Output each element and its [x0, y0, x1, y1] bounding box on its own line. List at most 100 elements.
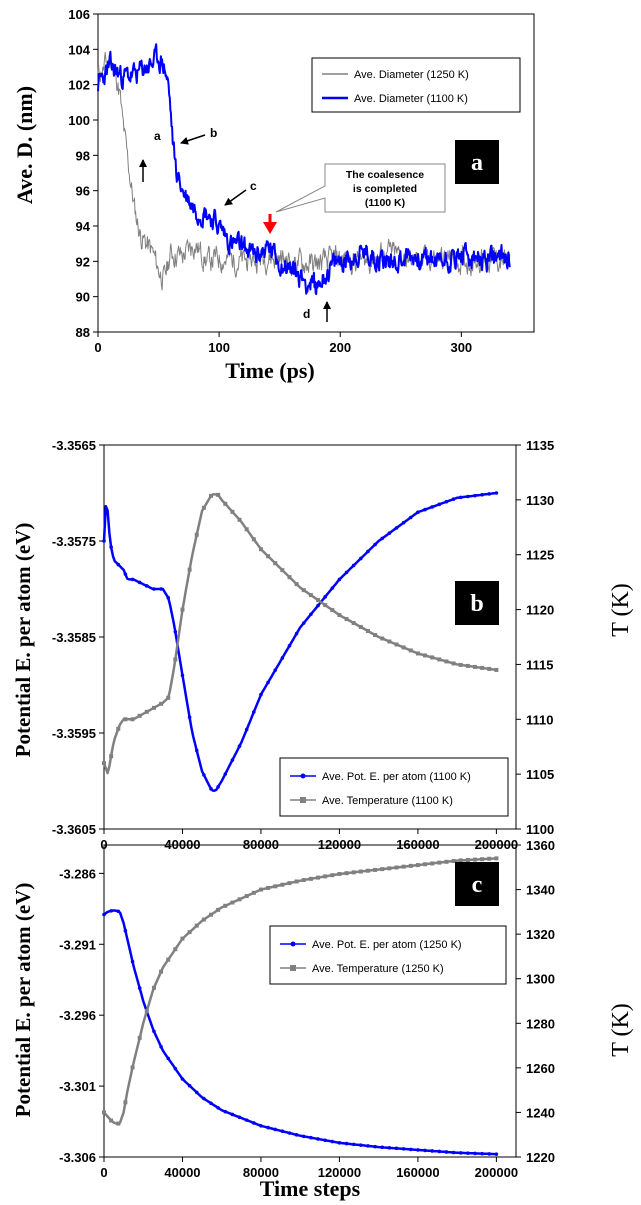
series-marker	[301, 621, 306, 625]
series-marker	[209, 1101, 213, 1106]
series-marker	[244, 527, 249, 532]
series-marker	[180, 936, 185, 941]
series-marker	[159, 1044, 163, 1049]
series-marker	[444, 499, 449, 504]
panel-b-label-box: b	[455, 581, 499, 625]
x-tick-label: 0	[94, 340, 101, 355]
series-marker	[151, 985, 156, 990]
series-marker	[387, 531, 392, 535]
panel-a-legend: Ave. Diameter (1250 K) Ave. Diameter (11…	[311, 57, 521, 113]
series-marker	[223, 1109, 228, 1114]
series-marker	[209, 787, 213, 791]
series-marker	[401, 645, 406, 650]
series-marker	[251, 890, 256, 895]
series-marker	[102, 761, 106, 766]
y-tick-label: -3.301	[59, 1079, 96, 1094]
series-marker	[480, 857, 485, 862]
legend-label-1100k-pot: Ave. Pot. E. per atom (1100 K)	[322, 771, 471, 783]
annotation-arrow-c	[224, 189, 247, 206]
panel-c-series	[102, 856, 499, 1156]
y2-tick-label: 1115	[526, 657, 554, 672]
series-marker	[344, 1141, 349, 1146]
series-marker	[223, 501, 228, 506]
y2-tick-label: 1260	[526, 1061, 555, 1076]
series-marker	[437, 657, 442, 662]
panel-a-plot-frame	[97, 13, 535, 333]
series-marker	[466, 494, 470, 499]
series-marker	[137, 713, 142, 718]
y-tick-label: 96	[76, 184, 90, 199]
series-marker	[394, 1146, 399, 1151]
series-marker	[173, 629, 178, 634]
series-marker	[273, 561, 278, 566]
legend-label-1100k-diameter: Ave. Diameter (1100 K)	[354, 93, 468, 105]
panel-b-series	[102, 491, 499, 792]
x-tick-label: 200	[329, 340, 351, 355]
series-marker	[109, 754, 114, 759]
y2-tick-label: 1135	[526, 438, 554, 453]
series-marker	[309, 612, 313, 617]
series-marker	[130, 959, 135, 964]
series-marker	[216, 492, 221, 497]
series-marker	[180, 673, 185, 678]
series-marker	[394, 526, 399, 530]
y2-tick-label: 1340	[526, 883, 555, 898]
panel-b-label: b	[470, 591, 483, 617]
series-marker	[230, 758, 235, 762]
series-marker	[465, 663, 470, 668]
series-marker	[380, 1145, 385, 1150]
series-marker	[330, 608, 335, 613]
series-marker	[301, 1134, 306, 1139]
series-marker	[259, 692, 263, 697]
y-tick-label: -3.3565	[52, 438, 96, 453]
series-marker	[180, 607, 185, 612]
series-marker	[416, 1148, 420, 1152]
series-marker	[451, 497, 456, 501]
series-marker	[423, 862, 428, 867]
series-marker	[330, 1139, 335, 1144]
series-marker	[266, 554, 271, 559]
series-marker	[423, 1148, 427, 1153]
x-tick-label: 80000	[243, 1165, 279, 1180]
series-marker	[387, 866, 392, 871]
series-marker	[373, 542, 377, 547]
series-marker	[294, 1133, 299, 1137]
y2-tick-label: 1220	[526, 1150, 555, 1165]
series-marker	[494, 856, 499, 861]
series-marker	[365, 629, 370, 634]
series-marker	[408, 515, 413, 520]
series-marker	[187, 715, 192, 720]
series-marker	[202, 1096, 206, 1101]
series-marker	[287, 881, 292, 886]
series-marker	[223, 903, 228, 908]
panel-c-legend: Ave. Pot. E. per atom (1250 K) Ave. Temp…	[269, 925, 507, 985]
series-marker	[294, 582, 299, 587]
y2-tick-label: 1360	[526, 838, 555, 853]
series-marker	[301, 878, 306, 883]
series-marker	[487, 492, 492, 496]
series-marker	[458, 858, 463, 863]
series-marker	[152, 1029, 156, 1034]
series-marker	[387, 639, 392, 644]
series-marker	[102, 1110, 106, 1115]
series-marker	[430, 1149, 434, 1153]
series-marker	[494, 491, 499, 495]
y-tick-label: 94	[76, 219, 91, 234]
series-marker	[116, 1121, 121, 1126]
series-marker	[109, 909, 113, 913]
callout-line-3: (1100 K)	[365, 197, 405, 209]
series-marker	[401, 864, 406, 869]
series-marker	[209, 912, 214, 917]
series-marker	[173, 947, 178, 952]
y-tick-label: 92	[76, 254, 90, 269]
y-tick-label: -3.3605	[52, 822, 96, 837]
series-marker	[373, 867, 378, 872]
series-marker	[159, 587, 163, 591]
series-marker	[444, 859, 449, 864]
y-tick-label: -3.306	[59, 1150, 96, 1165]
series-marker	[273, 668, 278, 672]
series-line-1	[102, 491, 497, 792]
y-tick-label: 106	[68, 7, 90, 22]
legend-label-1100k-temp: Ave. Temperature (1100 K)	[322, 795, 453, 807]
